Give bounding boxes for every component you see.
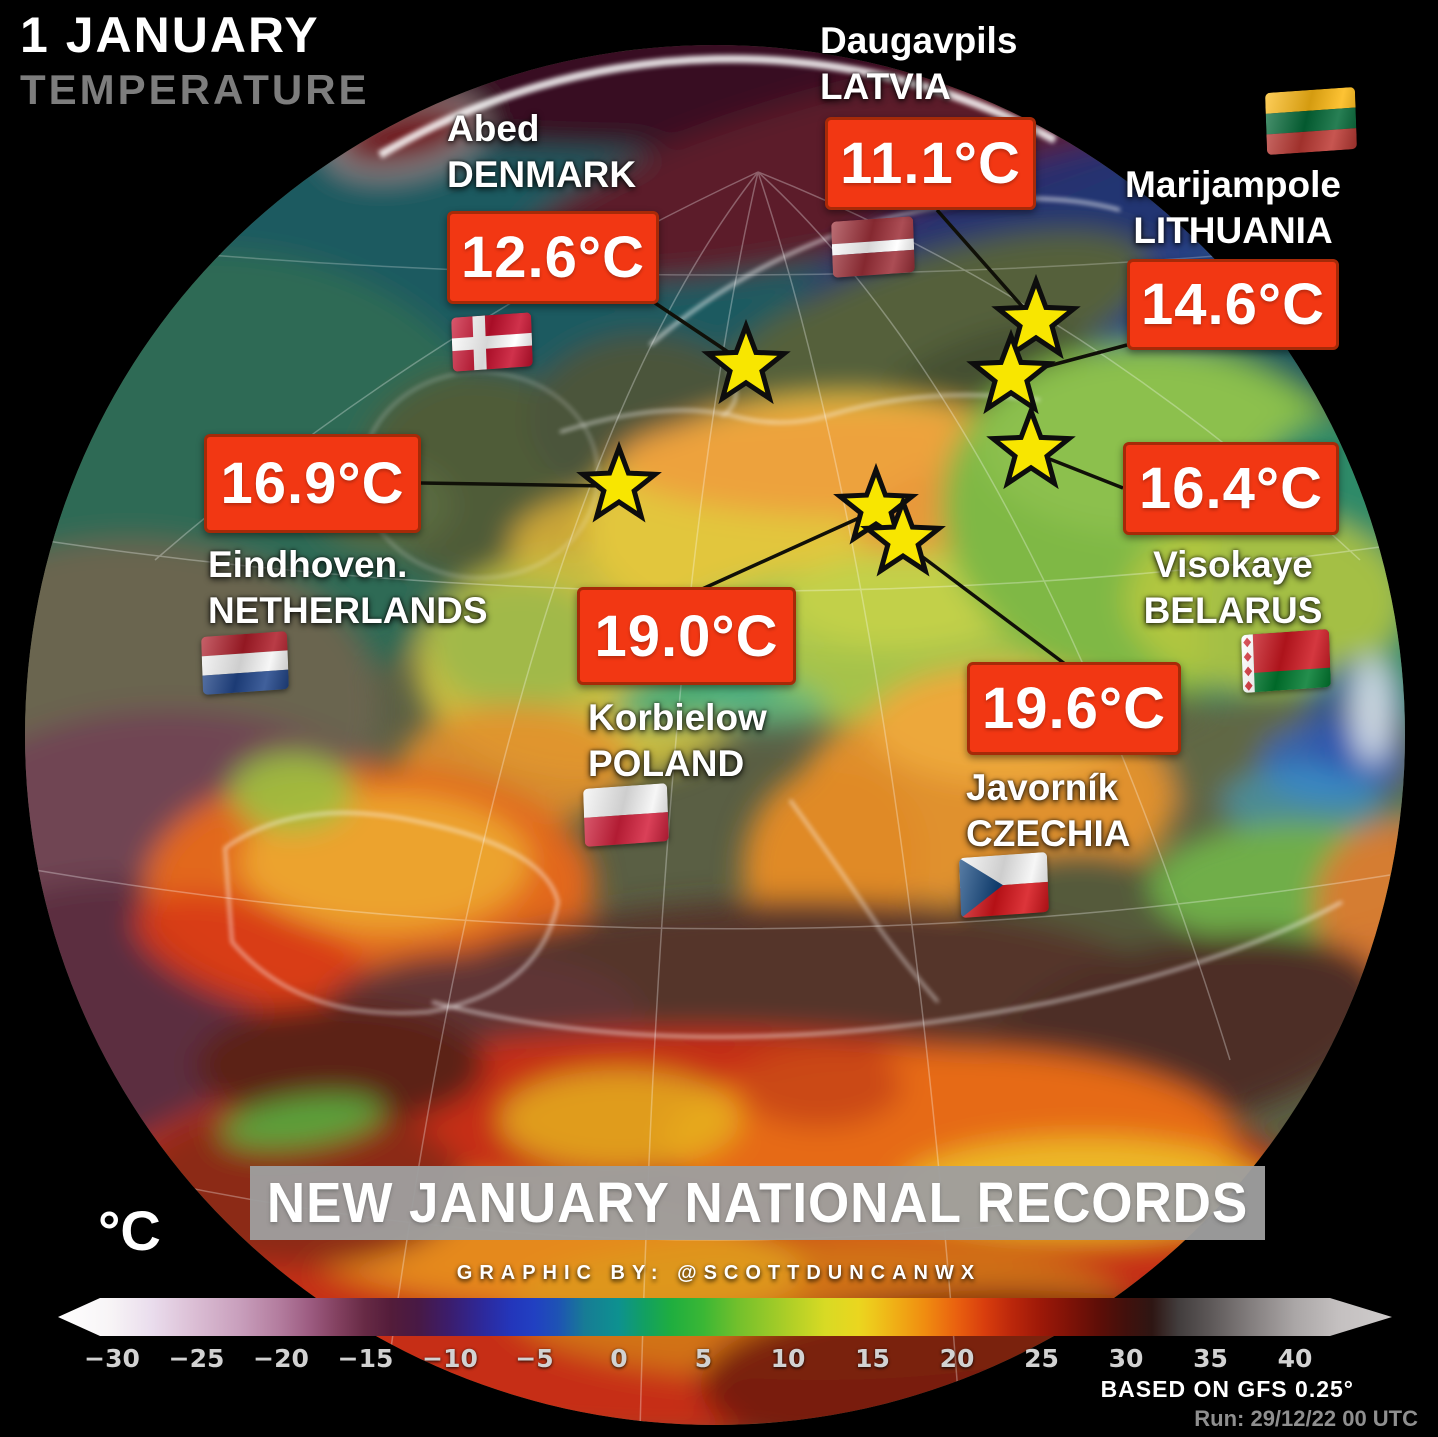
location-star-icon-belarus [986,403,1076,490]
country-name: CZECHIA [966,813,1131,854]
record-temp-box-belarus: 16.4°C [1123,442,1339,535]
location-star-icon-denmark [701,318,791,405]
colorbar-tick-label: −15 [337,1344,394,1373]
colorbar-tick-label: −25 [168,1344,225,1373]
record-temp-box-latvia: 11.1°C [825,117,1036,210]
record-temp-value: 19.6°C [982,676,1166,741]
headline-banner: NEW JANUARY NATIONAL RECORDS [250,1166,1265,1240]
location-star-icon-netherlands [576,440,662,523]
country-name: POLAND [588,743,745,784]
flag-denmark-icon [451,312,533,372]
colorbar-tick-label: 40 [1277,1344,1313,1373]
record-temp-value: 19.0°C [594,603,779,669]
location-star-icon-czechia [860,494,946,577]
record-temp-box-poland: 19.0°C [577,587,796,685]
colorbar-tick-label: −10 [422,1344,478,1373]
colorbar-tick-label: 10 [770,1344,806,1373]
flag-belarus-icon [1241,628,1331,694]
model-source-text: BASED ON GFS 0.25° [1100,1376,1354,1402]
record-temp-value: 16.4°C [1139,456,1323,521]
record-label-poland: Korbielow POLAND [588,695,848,787]
callout-line-poland [699,511,871,592]
colorbar-tick-label: −30 [84,1344,140,1373]
country-name: LATVIA [820,66,951,107]
record-temp-box-netherlands: 16.9°C [204,434,421,533]
colorbar-tick-label: 30 [1108,1344,1144,1373]
colorbar-tick-label: −20 [253,1344,309,1373]
page-title: 1 JANUARY TEMPERATURE [20,6,370,114]
record-temp-box-denmark: 12.6°C [447,211,659,304]
record-label-latvia: Daugavpils LATVIA [820,18,1080,110]
record-label-czechia: Javorník CZECHIA [966,765,1226,857]
callout-line-czechia [910,547,1067,666]
credit-line: GRAPHIC BY: @SCOTTDUNCANWX [456,1262,982,1284]
record-temp-value: 12.6°C [461,225,645,290]
country-name: LITHUANIA [1133,210,1333,251]
city-name: Korbielow [588,697,767,738]
record-temp-value: 16.9°C [220,451,405,516]
city-name: Eindhoven. [208,544,408,585]
location-star-icon-lithuania [966,328,1056,415]
colorbar-unit-label: °C [98,1199,161,1262]
temperature-colorbar [58,1298,1392,1336]
record-temp-box-lithuania: 14.6°C [1127,259,1339,350]
headline-text: NEW JANUARY NATIONAL RECORDS [266,1171,1249,1235]
flag-lithuania-icon [1265,86,1357,156]
record-label-lithuania: Marijampole LITHUANIA [1108,162,1358,254]
colorbar-tick-label: 25 [1024,1344,1059,1373]
flag-poland-icon [583,783,669,847]
country-name: BELARUS [1143,590,1323,631]
city-name: Daugavpils [820,20,1018,61]
record-temp-box-czechia: 19.6°C [967,662,1181,755]
city-name: Marijampole [1125,164,1341,205]
colorbar-tick-label: 5 [694,1344,713,1373]
record-label-denmark: Abed DENMARK [447,106,707,198]
colorbar-tick-label: 35 [1193,1344,1228,1373]
callout-line-denmark [654,301,738,360]
title-variable: TEMPERATURE [20,66,370,113]
city-name: Javorník [966,767,1119,808]
callout-line-belarus [1041,454,1124,490]
callout-line-netherlands [420,481,609,488]
city-name: Abed [447,108,540,149]
location-star-icon-latvia [991,273,1081,360]
country-name: NETHERLANDS [208,590,488,631]
colorbar-tick-label: 0 [610,1344,628,1373]
colorbar-tick-label: −5 [515,1344,554,1373]
model-run-text: Run: 29/12/22 00 UTC [1194,1406,1418,1431]
record-label-belarus: Visokaye BELARUS [1128,542,1338,634]
flag-czechia-icon [959,851,1049,919]
flag-latvia-icon [831,216,915,278]
flag-netherlands-icon [201,631,289,695]
record-temp-value: 11.1°C [840,131,1021,196]
city-name: Visokaye [1153,544,1313,585]
callout-line-latvia [935,208,1030,315]
record-label-netherlands: Eindhoven. NETHERLANDS [208,542,528,634]
record-temp-value: 14.6°C [1141,272,1325,337]
country-name: DENMARK [447,154,637,195]
title-date: 1 JANUARY [20,7,320,63]
colorbar-tick-label: 20 [939,1344,975,1373]
colorbar-tick-label: 15 [855,1344,890,1373]
